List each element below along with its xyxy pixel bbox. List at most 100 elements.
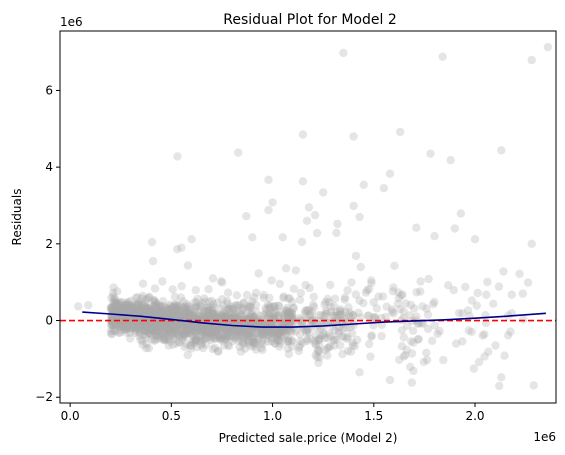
data-point	[147, 309, 156, 318]
data-point	[221, 327, 231, 336]
data-point	[196, 336, 205, 346]
data-point	[126, 307, 136, 316]
data-point	[321, 297, 330, 307]
data-point	[186, 304, 196, 314]
data-point	[281, 264, 291, 273]
data-point	[179, 309, 188, 318]
data-point	[274, 301, 284, 310]
data-point	[341, 316, 350, 325]
data-point	[243, 316, 252, 325]
data-point	[116, 321, 125, 331]
data-point	[484, 347, 493, 356]
data-point	[163, 304, 172, 313]
data-point	[153, 301, 162, 310]
data-point	[195, 323, 204, 333]
data-point	[129, 324, 138, 333]
data-point	[206, 303, 215, 312]
data-point	[181, 305, 191, 315]
data-point	[274, 336, 283, 345]
data-point	[228, 333, 238, 342]
data-point	[244, 328, 254, 338]
data-point	[210, 327, 219, 337]
data-point	[141, 322, 150, 331]
data-point	[215, 323, 224, 332]
data-point	[323, 351, 332, 360]
data-point	[231, 330, 241, 340]
data-point	[242, 329, 251, 339]
data-point	[284, 311, 293, 321]
data-point	[122, 300, 132, 310]
data-point	[259, 293, 268, 303]
data-point	[112, 313, 121, 322]
data-point	[311, 350, 320, 360]
data-point	[156, 319, 165, 329]
data-point	[303, 336, 312, 346]
data-point	[139, 308, 149, 317]
data-point	[223, 315, 232, 324]
data-point	[136, 335, 145, 344]
data-point	[166, 323, 175, 332]
data-point	[159, 324, 168, 333]
data-point	[284, 336, 293, 346]
data-point	[423, 324, 433, 334]
data-point	[165, 320, 174, 329]
data-point	[142, 306, 151, 315]
data-point	[398, 290, 407, 299]
data-point	[261, 309, 271, 318]
data-point	[348, 329, 357, 338]
data-point	[117, 315, 127, 324]
data-point	[160, 336, 170, 345]
data-point	[259, 290, 268, 300]
data-point	[331, 326, 340, 335]
data-point	[143, 305, 152, 314]
data-point	[148, 321, 157, 330]
data-point	[252, 317, 261, 326]
data-point	[148, 327, 157, 336]
data-point	[183, 325, 193, 334]
data-point	[249, 335, 259, 344]
data-point	[145, 325, 154, 335]
data-point	[204, 332, 213, 342]
data-point	[433, 329, 442, 339]
data-point	[177, 335, 187, 344]
data-point	[107, 310, 116, 320]
data-point	[284, 335, 293, 344]
data-point	[309, 292, 318, 302]
data-point	[208, 309, 217, 318]
data-point	[274, 335, 283, 345]
data-point	[215, 332, 225, 342]
data-point	[226, 316, 235, 325]
data-point	[187, 321, 197, 330]
data-point	[125, 328, 135, 338]
data-point	[311, 332, 321, 341]
data-point	[264, 334, 273, 343]
data-point	[184, 324, 193, 333]
y-tick-label: 6	[45, 83, 53, 97]
data-point	[219, 312, 228, 321]
data-point	[139, 313, 148, 322]
data-point	[407, 378, 416, 387]
y-tick-label: 0	[45, 314, 53, 328]
data-point	[177, 319, 186, 328]
data-point	[395, 355, 404, 364]
data-point	[146, 307, 155, 316]
data-point	[262, 324, 272, 333]
data-point	[123, 317, 132, 326]
data-point	[251, 321, 260, 330]
data-point	[243, 302, 253, 312]
data-point	[239, 298, 249, 307]
data-point	[142, 303, 151, 313]
data-point	[112, 305, 122, 314]
data-point	[262, 326, 272, 335]
data-point	[147, 324, 156, 333]
data-point	[232, 326, 241, 336]
data-point	[235, 329, 244, 338]
data-point	[269, 302, 278, 312]
data-point	[288, 310, 297, 319]
data-point	[271, 331, 281, 341]
data-point	[186, 341, 196, 350]
data-point	[296, 288, 305, 298]
data-point	[221, 327, 231, 337]
data-point	[235, 342, 244, 351]
data-point	[185, 311, 194, 321]
